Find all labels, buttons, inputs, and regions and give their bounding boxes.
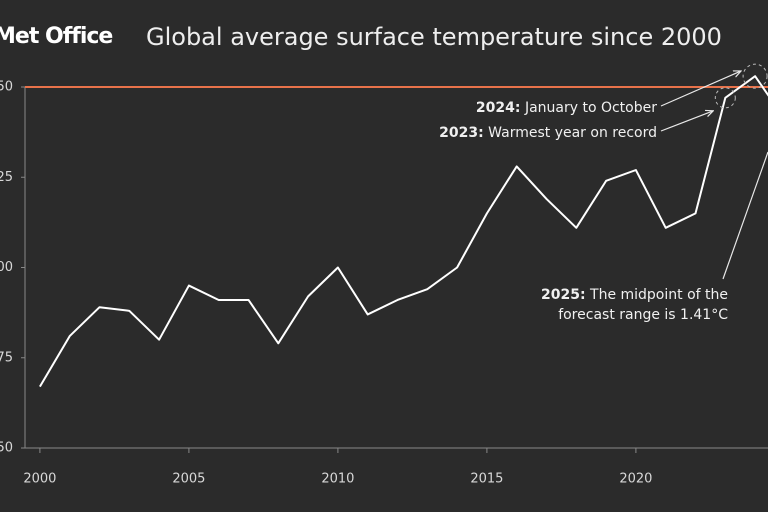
x-tick-label: 2000: [23, 472, 56, 487]
logo: Met Office: [0, 24, 112, 49]
x-tick-label: 2015: [470, 472, 503, 487]
y-tick-label: 0.50: [0, 441, 13, 456]
chart-title: Global average surface temperature since…: [146, 23, 722, 51]
x-tick-label: 2020: [619, 472, 652, 487]
x-tick-label: 2005: [172, 472, 205, 487]
highlight-circle: [742, 63, 768, 89]
x-tick-label: 2010: [321, 472, 354, 487]
highlight-circle: [714, 87, 736, 109]
y-tick-label: 0.75: [0, 350, 13, 365]
annotation-text: The midpoint of the: [589, 287, 728, 303]
annotation-text: Warmest year on record: [488, 125, 657, 141]
annotation-text: January to October: [524, 100, 657, 116]
annotation: forecast range is 1.41°C: [558, 307, 728, 323]
annotation: 2025: The midpoint of the: [541, 287, 728, 303]
annotation-label: 2025:: [541, 287, 586, 303]
annotation: 2023: Warmest year on record: [439, 125, 657, 141]
annotation-text: forecast range is 1.41°C: [558, 307, 728, 323]
y-tick-label: 1.00: [0, 260, 13, 275]
temperature-line: [39, 75, 768, 388]
annotation-arrow: [660, 111, 713, 132]
y-tick-label: 1.50: [0, 80, 13, 95]
annotation: 2024: January to October: [476, 100, 657, 116]
plot: 0.50 0.75 1.00 1.25 1.50 2000 2005 2010 2015 2020…: [0, 63, 768, 487]
y-tick-label: 1.25: [0, 170, 13, 185]
annotation-label: 2024:: [476, 100, 521, 116]
annotation-arrow: [660, 71, 741, 107]
annotation-label: 2023:: [439, 125, 484, 141]
annotation-arrow: [722, 151, 768, 280]
